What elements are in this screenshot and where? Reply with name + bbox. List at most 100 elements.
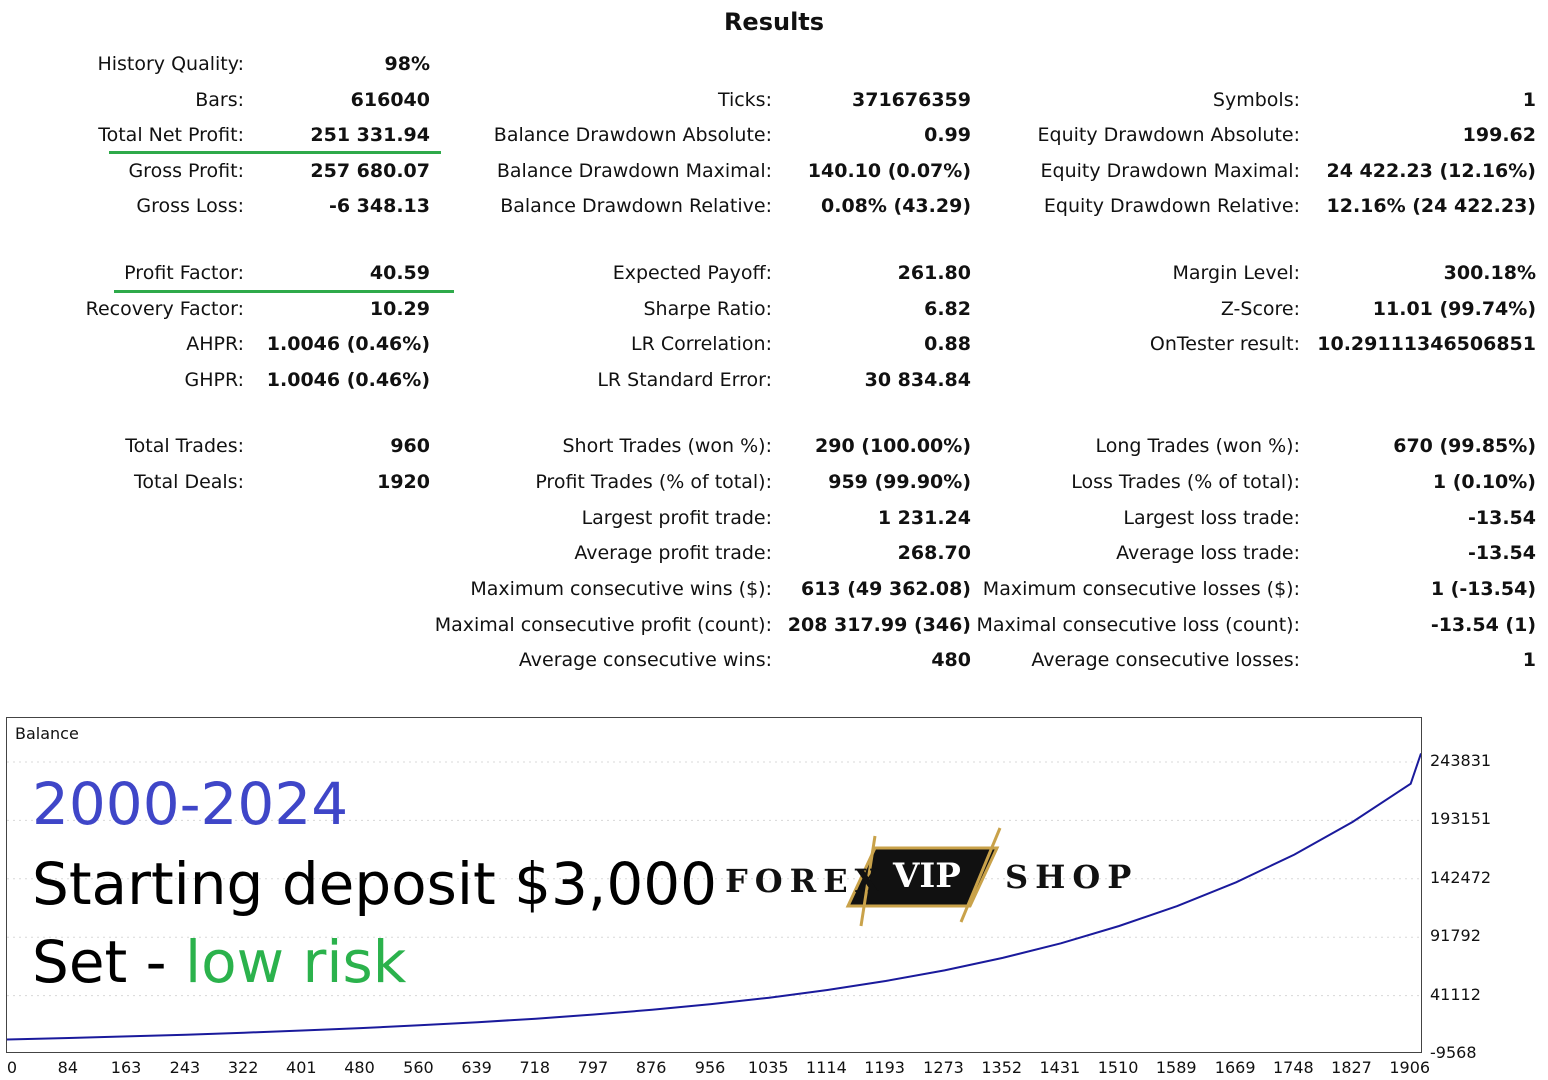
stat-label: Long Trades (won %): [1095, 435, 1300, 457]
x-tick-label: 560 [403, 1058, 434, 1077]
stat-label: Expected Payoff: [612, 262, 772, 284]
stat-label: Largest loss trade: [1123, 507, 1300, 529]
x-tick-label: 956 [694, 1058, 726, 1077]
stat-label: LR Standard Error: [597, 369, 772, 391]
stat-label: Margin Level: [1172, 262, 1301, 284]
stat-label: Average loss trade: [1116, 542, 1300, 564]
stat-value: 12.16% (24 422.23) [1326, 195, 1537, 217]
x-tick-label: 322 [227, 1058, 259, 1077]
risk-value: low risk [185, 928, 407, 996]
stat-value: -13.54 [1468, 542, 1536, 564]
stat-label: Total Trades: [125, 435, 244, 457]
x-tick-label: 0 [6, 1058, 18, 1077]
y-tick-label: 243831 [1430, 751, 1492, 770]
stat-label: Gross Profit: [128, 160, 244, 182]
stat-label: AHPR: [186, 333, 244, 355]
forex-vip-shop-logo: FOREX VIP SHOP [725, 826, 1131, 930]
stat-label: Loss Trades (% of total): [1071, 471, 1300, 493]
stat-label: Balance Drawdown Maximal: [496, 160, 772, 182]
stat-value: 1920 [377, 471, 430, 493]
stat-label: Gross Loss: [136, 195, 244, 217]
stat-label: Short Trades (won %): [562, 435, 772, 457]
x-tick-label: 1906 [1389, 1058, 1431, 1077]
stat-label: Maximal consecutive loss (count): [976, 614, 1301, 636]
logo-forex: FOREX [725, 862, 887, 900]
stat-value: 960 [390, 435, 430, 457]
x-tick-label: 797 [577, 1058, 609, 1077]
stat-value: 959 (99.90%) [828, 471, 971, 493]
x-tick-label: 1114 [806, 1058, 847, 1077]
stat-value: 1 [1522, 649, 1536, 671]
years-label: 2000-2024 [32, 770, 349, 838]
stat-value: 268.70 [897, 542, 971, 564]
stat-value: 11.01 (99.74%) [1372, 298, 1536, 320]
stat-label: Profit Trades (% of total): [535, 471, 772, 493]
stat-label: Z-Score: [1220, 298, 1300, 320]
stat-value: 371676359 [852, 89, 971, 111]
x-tick-label: 1510 [1097, 1058, 1139, 1077]
x-tick-label: 639 [461, 1058, 492, 1077]
stat-value: 1 [1522, 89, 1536, 111]
stat-label: Maximum consecutive wins ($): [470, 578, 772, 600]
x-tick-label: 1273 [923, 1058, 964, 1077]
stat-value: 261.80 [897, 262, 971, 284]
stat-label: Maximal consecutive profit (count): [434, 614, 772, 636]
stat-label: Average consecutive wins: [518, 649, 772, 671]
stat-label: Recovery Factor: [85, 298, 244, 320]
y-tick-label: 41112 [1430, 984, 1481, 1004]
x-tick-label: 1748 [1272, 1058, 1314, 1077]
stat-value: 251 331.94 [310, 124, 430, 146]
stat-label: Balance Drawdown Relative: [500, 195, 772, 217]
x-tick-label: 401 [286, 1058, 317, 1077]
x-tick-label: 1589 [1155, 1058, 1197, 1077]
x-tick-label: 718 [519, 1058, 551, 1077]
stat-value: -13.54 (1) [1430, 614, 1536, 636]
stat-label: History Quality: [97, 53, 244, 75]
x-tick-label: 1352 [981, 1058, 1023, 1077]
stat-value: 290 (100.00%) [815, 435, 971, 457]
stat-value: 10.29111346506851 [1317, 333, 1536, 355]
risk-label: Set - low risk [32, 928, 406, 996]
y-tick-label: -9568 [1430, 1043, 1477, 1062]
stat-value: 98% [384, 53, 430, 75]
stat-value: 257 680.07 [310, 160, 430, 182]
stat-label: OnTester result: [1149, 333, 1300, 355]
stat-label: Maximum consecutive losses ($): [982, 578, 1300, 600]
stat-value: 300.18% [1443, 262, 1536, 284]
stat-label: Bars: [195, 89, 244, 111]
stat-value: 670 (99.85%) [1393, 435, 1536, 457]
stat-value: 1 (-13.54) [1430, 578, 1536, 600]
balance-series-line [7, 753, 1421, 1041]
stat-label: Total Net Profit: [98, 124, 244, 146]
y-tick-label: 142472 [1430, 867, 1492, 887]
stat-value: 1.0046 (0.46%) [266, 333, 430, 355]
stat-value: 30 834.84 [864, 369, 971, 391]
x-tick-label: 1431 [1039, 1058, 1081, 1077]
x-tick-label: 480 [344, 1058, 375, 1077]
stat-value: -6 348.13 [328, 195, 430, 217]
stat-value: 24 422.23 (12.16%) [1326, 160, 1537, 182]
results-title: Results [723, 8, 825, 36]
stat-label: Profit Factor: [124, 262, 244, 284]
stat-value: 0.99 [924, 124, 971, 146]
stat-value: -13.54 [1468, 507, 1536, 529]
stat-label: Equity Drawdown Relative: [1043, 195, 1300, 217]
x-tick-label: 1827 [1331, 1058, 1372, 1077]
balance-chart: Balance [6, 717, 1422, 1053]
stat-label: Symbols: [1212, 89, 1300, 111]
stat-value: 140.10 (0.07%) [807, 160, 971, 182]
stat-value: 613 (49 362.08) [800, 578, 971, 600]
stat-label: Balance Drawdown Absolute: [493, 124, 772, 146]
stat-label: Ticks: [717, 89, 772, 111]
stat-value: 0.88 [924, 333, 971, 355]
x-tick-label: 1035 [747, 1058, 789, 1077]
stat-label: Average consecutive losses: [1031, 649, 1300, 671]
stat-label: Largest profit trade: [581, 507, 772, 529]
x-tick-label: 1669 [1214, 1058, 1256, 1077]
stat-label: Sharpe Ratio: [643, 298, 772, 320]
profit-factor-underline [114, 290, 454, 293]
deposit-label: Starting deposit $3,000 [32, 850, 718, 918]
stat-label: Total Deals: [134, 471, 244, 493]
stat-value: 480 [931, 649, 971, 671]
net-profit-underline [109, 151, 441, 154]
